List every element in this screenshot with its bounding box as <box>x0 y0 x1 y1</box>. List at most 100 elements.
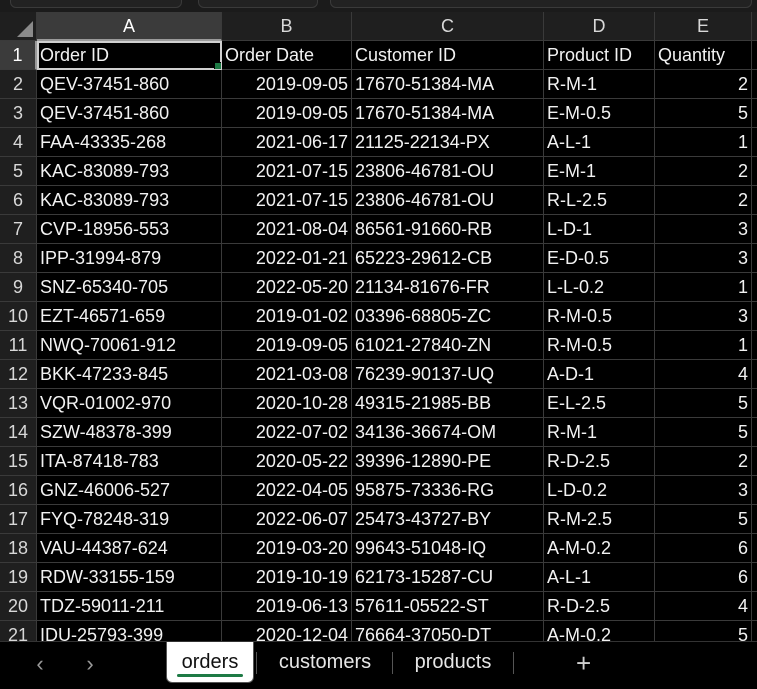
grid-cell[interactable] <box>752 447 757 476</box>
grid-cell[interactable]: 49315-21985-BB <box>352 389 544 418</box>
header-cell[interactable]: Quantity <box>655 41 752 70</box>
grid-cell[interactable]: 2020-12-04 <box>222 621 352 641</box>
grid-cell[interactable]: 2021-07-15 <box>222 186 352 215</box>
grid-cell[interactable]: KAC-83089-793 <box>37 186 222 215</box>
sheet-tab-orders[interactable]: orders <box>166 642 254 683</box>
grid-cell[interactable]: 2019-10-19 <box>222 563 352 592</box>
header-cell[interactable]: Customer ID <box>352 41 544 70</box>
grid-cell[interactable]: 1 <box>655 331 752 360</box>
grid-cell[interactable]: R-M-1 <box>544 418 655 447</box>
grid-cell[interactable]: A-D-1 <box>544 360 655 389</box>
grid-cell[interactable]: EZT-46571-659 <box>37 302 222 331</box>
grid-cell[interactable]: 17670-51384-MA <box>352 70 544 99</box>
grid-cell[interactable]: TDZ-59011-211 <box>37 592 222 621</box>
select-all-corner[interactable] <box>0 12 37 41</box>
grid-cell[interactable]: 25473-43727-BY <box>352 505 544 534</box>
grid-cell[interactable]: 2021-08-04 <box>222 215 352 244</box>
grid-cell[interactable]: 21134-81676-FR <box>352 273 544 302</box>
grid-cell[interactable] <box>752 273 757 302</box>
grid-cell[interactable]: ITA-87418-783 <box>37 447 222 476</box>
sheet-tab-products[interactable]: products <box>400 642 506 682</box>
row-number[interactable]: 20 <box>0 592 37 621</box>
grid-cell[interactable]: E-M-1 <box>544 157 655 186</box>
grid-cell[interactable]: 2019-01-02 <box>222 302 352 331</box>
grid-cell[interactable]: A-M-0.2 <box>544 621 655 641</box>
grid-cell[interactable]: 5 <box>655 99 752 128</box>
grid-cell[interactable]: 6 <box>655 534 752 563</box>
grid-cell[interactable] <box>752 186 757 215</box>
header-cell[interactable]: Order ID <box>37 41 222 70</box>
row-number[interactable]: 4 <box>0 128 37 157</box>
row-number[interactable]: 18 <box>0 534 37 563</box>
grid-cell[interactable] <box>752 360 757 389</box>
grid-cell[interactable] <box>752 476 757 505</box>
grid-cell[interactable]: R-M-2.5 <box>544 505 655 534</box>
grid-cell[interactable]: 1 <box>655 128 752 157</box>
grid-cell[interactable]: VQR-01002-970 <box>37 389 222 418</box>
row-number[interactable]: 9 <box>0 273 37 302</box>
grid-cell[interactable]: 5 <box>655 505 752 534</box>
grid-cell[interactable]: A-M-0.2 <box>544 534 655 563</box>
row-number[interactable]: 21 <box>0 621 37 641</box>
row-number[interactable]: 8 <box>0 244 37 273</box>
grid-cell[interactable]: 2019-06-13 <box>222 592 352 621</box>
grid-cell[interactable]: 95875-73336-RG <box>352 476 544 505</box>
row-number[interactable]: 6 <box>0 186 37 215</box>
grid-cell[interactable]: 61021-27840-ZN <box>352 331 544 360</box>
grid-cell[interactable]: R-M-0.5 <box>544 331 655 360</box>
grid-cell[interactable]: 6 <box>655 563 752 592</box>
grid-cell[interactable]: 2022-06-07 <box>222 505 352 534</box>
row-number[interactable]: 19 <box>0 563 37 592</box>
header-cell[interactable]: Product ID <box>544 41 655 70</box>
grid-cell[interactable] <box>752 99 757 128</box>
add-sheet-icon[interactable]: + <box>576 648 592 678</box>
grid-cell[interactable]: 2 <box>655 186 752 215</box>
grid-cell[interactable]: 2021-07-15 <box>222 157 352 186</box>
row-number[interactable]: 16 <box>0 476 37 505</box>
grid-cell[interactable]: 1 <box>655 273 752 302</box>
grid-cell[interactable]: A-L-1 <box>544 563 655 592</box>
row-number[interactable]: 11 <box>0 331 37 360</box>
grid-cell[interactable]: 2022-04-05 <box>222 476 352 505</box>
grid-cell[interactable]: 2022-07-02 <box>222 418 352 447</box>
grid-cell[interactable] <box>752 157 757 186</box>
row-number[interactable]: 7 <box>0 215 37 244</box>
grid-cell[interactable]: SNZ-65340-705 <box>37 273 222 302</box>
grid-cell[interactable]: L-L-0.2 <box>544 273 655 302</box>
column-header-a[interactable]: A <box>37 12 222 41</box>
column-header-b[interactable]: B <box>222 12 352 41</box>
spreadsheet-grid[interactable]: A B C D E 1 Order ID Order Date Customer ID Produ… <box>0 12 757 641</box>
grid-cell[interactable]: L-D-0.2 <box>544 476 655 505</box>
grid-cell[interactable]: RDW-33155-159 <box>37 563 222 592</box>
grid-cell[interactable]: 99643-51048-IQ <box>352 534 544 563</box>
sheet-tab-customers[interactable]: customers <box>264 642 386 682</box>
grid-cell[interactable]: 5 <box>655 621 752 641</box>
row-number[interactable]: 10 <box>0 302 37 331</box>
grid-cell[interactable]: 39396-12890-PE <box>352 447 544 476</box>
row-number[interactable]: 17 <box>0 505 37 534</box>
chevron-right-icon[interactable]: › <box>86 651 94 676</box>
grid-cell[interactable] <box>752 563 757 592</box>
grid-cell[interactable]: R-D-2.5 <box>544 592 655 621</box>
grid-cell[interactable]: SZW-48378-399 <box>37 418 222 447</box>
row-number[interactable]: 14 <box>0 418 37 447</box>
grid-cell[interactable]: 86561-91660-RB <box>352 215 544 244</box>
grid-cell[interactable]: 2019-09-05 <box>222 70 352 99</box>
grid-cell[interactable]: 2019-09-05 <box>222 331 352 360</box>
row-number[interactable]: 3 <box>0 99 37 128</box>
row-number[interactable]: 2 <box>0 70 37 99</box>
grid-cell[interactable]: 23806-46781-OU <box>352 186 544 215</box>
grid-cell[interactable] <box>752 534 757 563</box>
grid-cell[interactable]: VAU-44387-624 <box>37 534 222 563</box>
header-cell[interactable]: Order Date <box>222 41 352 70</box>
grid-cell[interactable]: L-D-1 <box>544 215 655 244</box>
grid-cell[interactable]: QEV-37451-860 <box>37 70 222 99</box>
grid-cell[interactable] <box>752 70 757 99</box>
grid-cell[interactable]: 65223-29612-CB <box>352 244 544 273</box>
grid-cell[interactable] <box>752 244 757 273</box>
grid-cell[interactable]: KAC-83089-793 <box>37 157 222 186</box>
grid-cell[interactable]: E-L-2.5 <box>544 389 655 418</box>
grid-cell[interactable] <box>752 128 757 157</box>
row-number[interactable]: 15 <box>0 447 37 476</box>
row-number[interactable]: 1 <box>0 41 37 70</box>
